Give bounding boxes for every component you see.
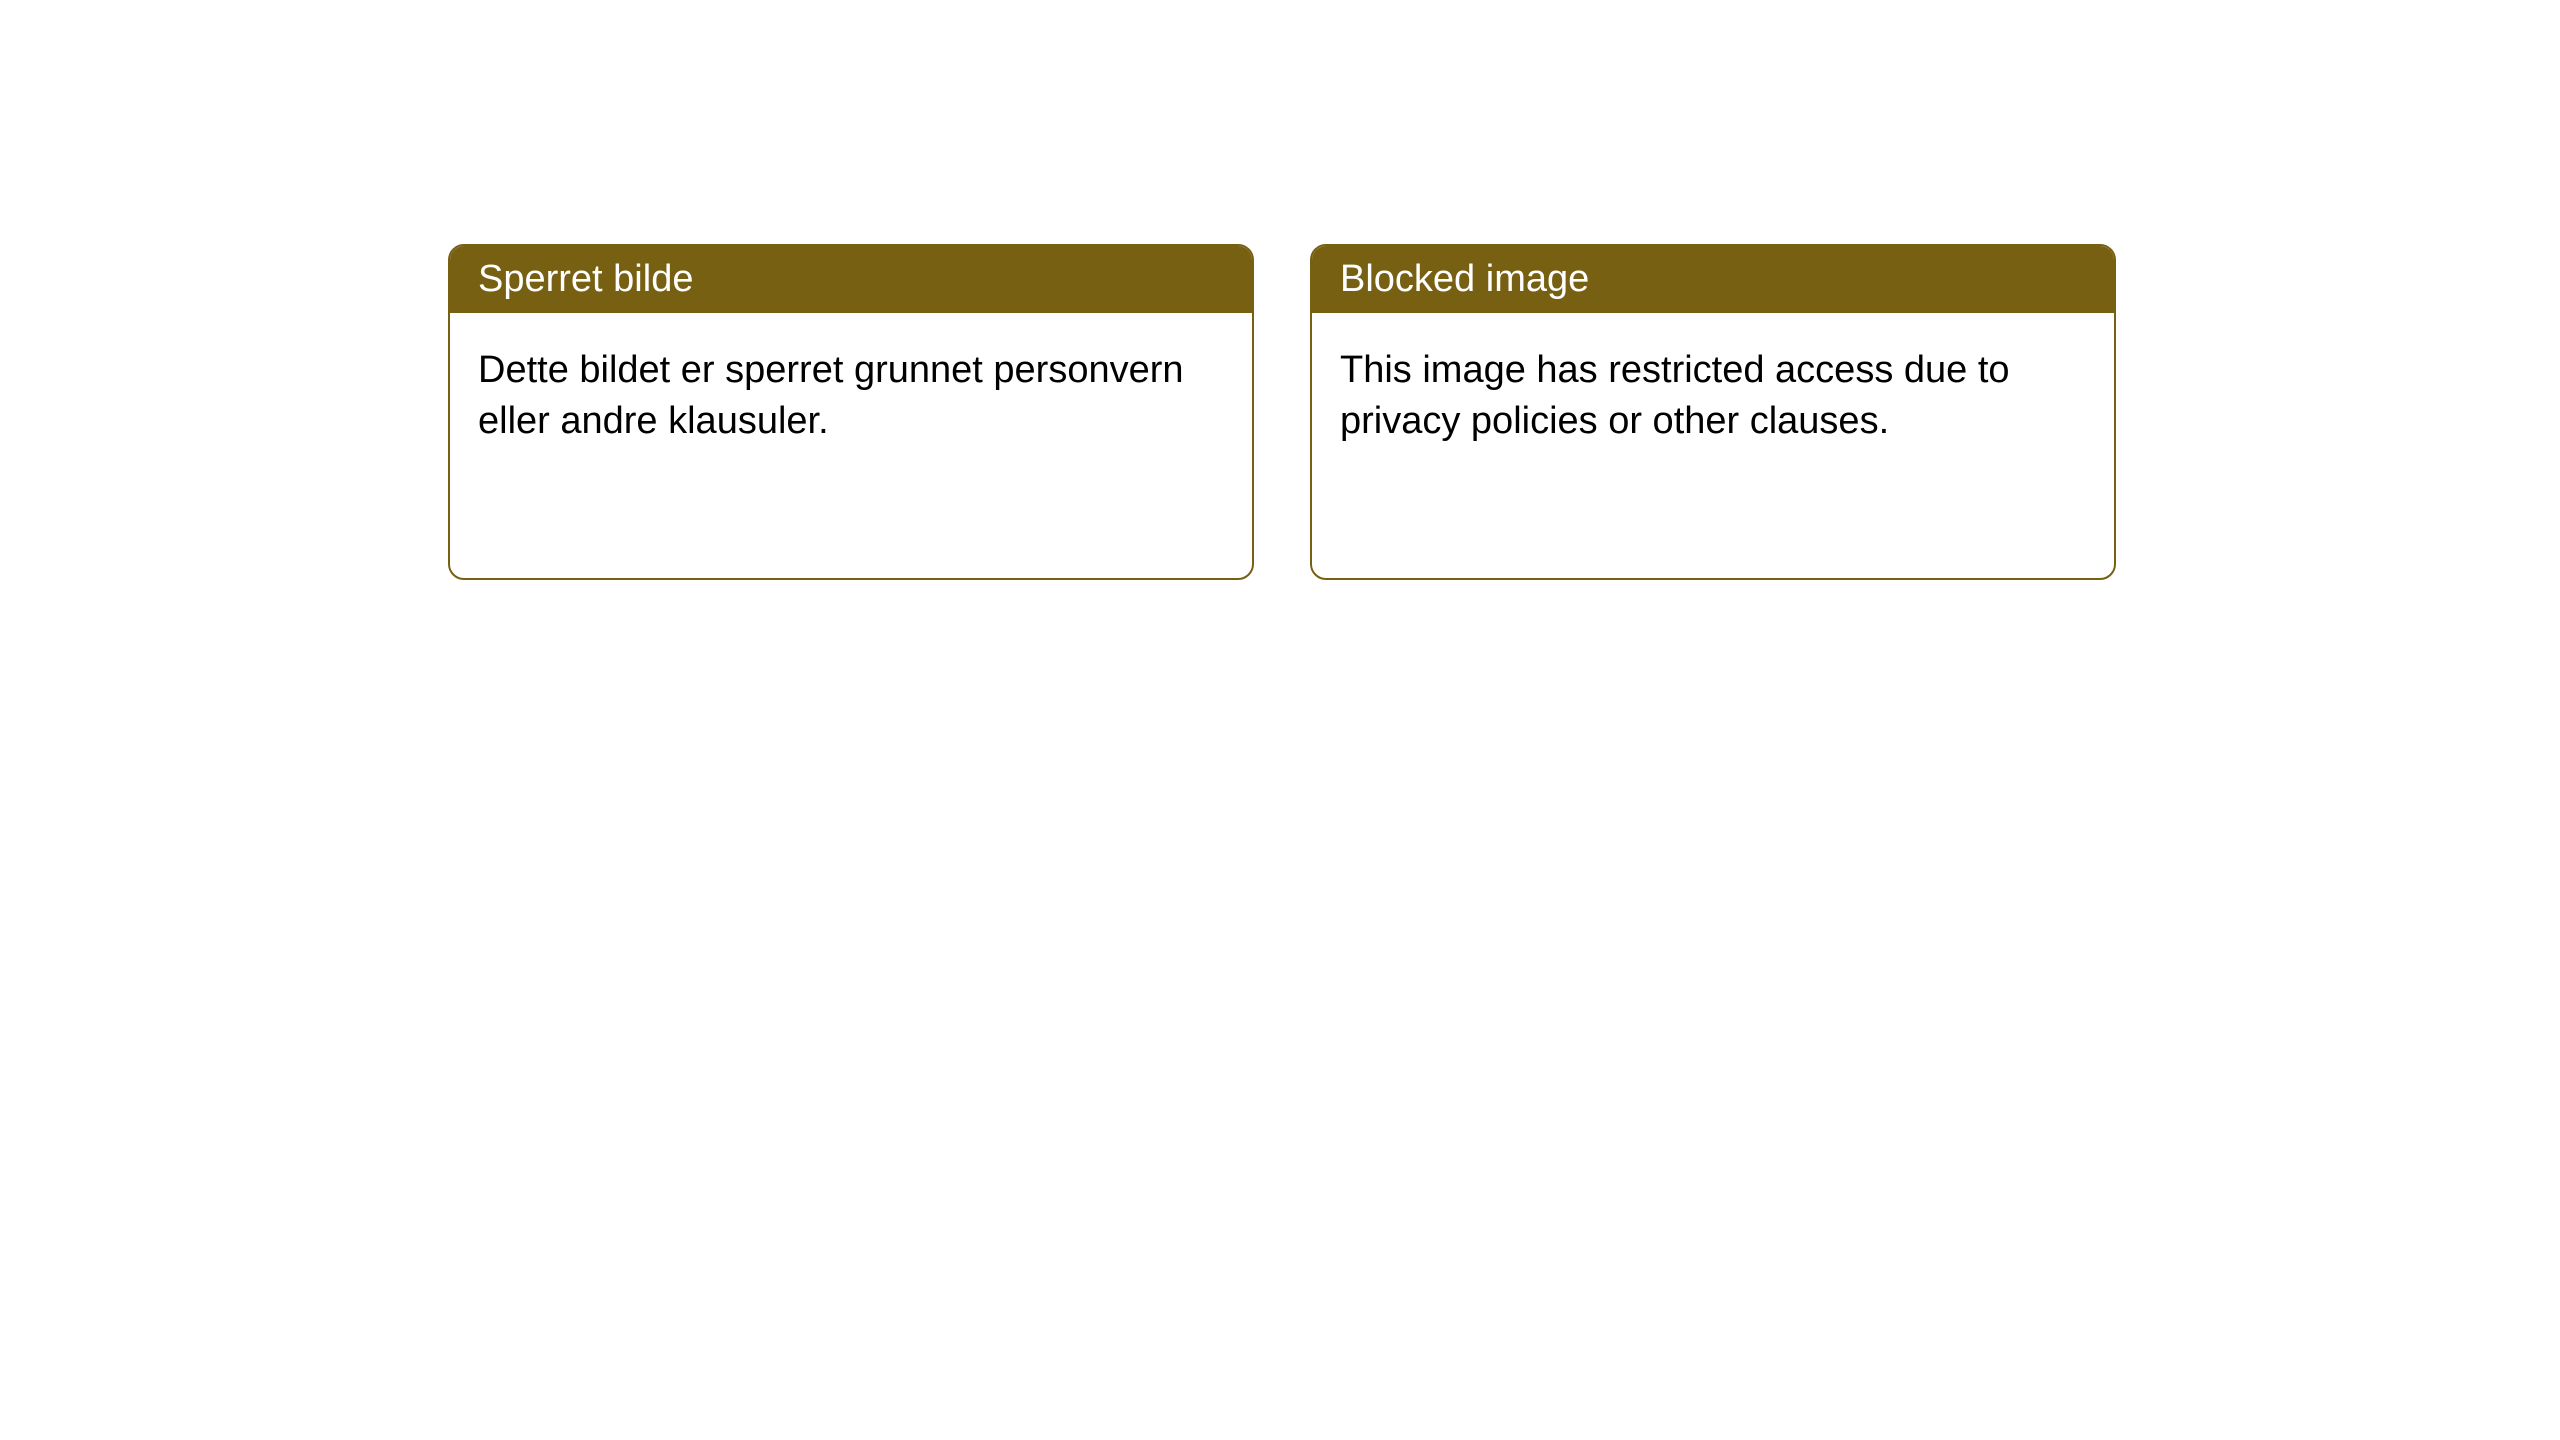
notice-card-title: Blocked image: [1340, 258, 1589, 300]
notice-card-body: This image has restricted access due to …: [1312, 313, 2114, 578]
notice-cards-container: Sperret bilde Dette bildet er sperret gr…: [448, 244, 2116, 580]
notice-card-title: Sperret bilde: [478, 258, 693, 300]
notice-card-message: Dette bildet er sperret grunnet personve…: [478, 349, 1184, 442]
notice-card-body: Dette bildet er sperret grunnet personve…: [450, 313, 1252, 578]
notice-card-header: Sperret bilde: [450, 246, 1252, 313]
notice-card-norwegian: Sperret bilde Dette bildet er sperret gr…: [448, 244, 1254, 580]
notice-card-message: This image has restricted access due to …: [1340, 349, 2010, 442]
notice-card-header: Blocked image: [1312, 246, 2114, 313]
notice-card-english: Blocked image This image has restricted …: [1310, 244, 2116, 580]
